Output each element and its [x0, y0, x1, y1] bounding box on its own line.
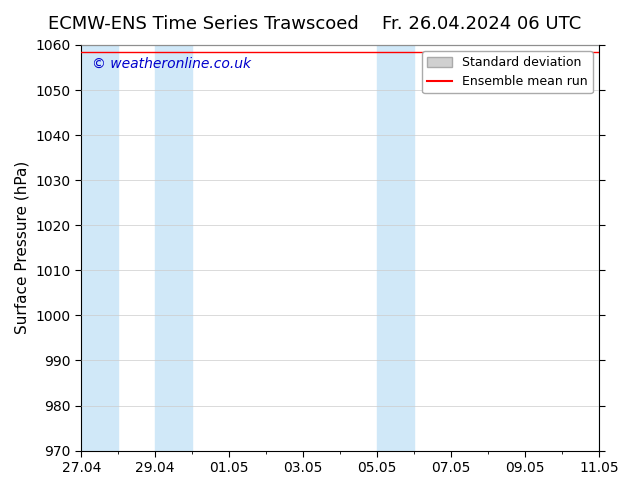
Y-axis label: Surface Pressure (hPa): Surface Pressure (hPa)	[15, 161, 30, 334]
Bar	[81, 45, 118, 451]
Bar	[155, 45, 192, 451]
Legend: Standard deviation, Ensemble mean run: Standard deviation, Ensemble mean run	[422, 51, 593, 94]
Text: © weatheronline.co.uk: © weatheronline.co.uk	[91, 57, 250, 71]
Bar	[377, 45, 414, 451]
Text: ECMW-ENS Time Series Trawscoed: ECMW-ENS Time Series Trawscoed	[48, 15, 358, 33]
Text: Fr. 26.04.2024 06 UTC: Fr. 26.04.2024 06 UTC	[382, 15, 581, 33]
